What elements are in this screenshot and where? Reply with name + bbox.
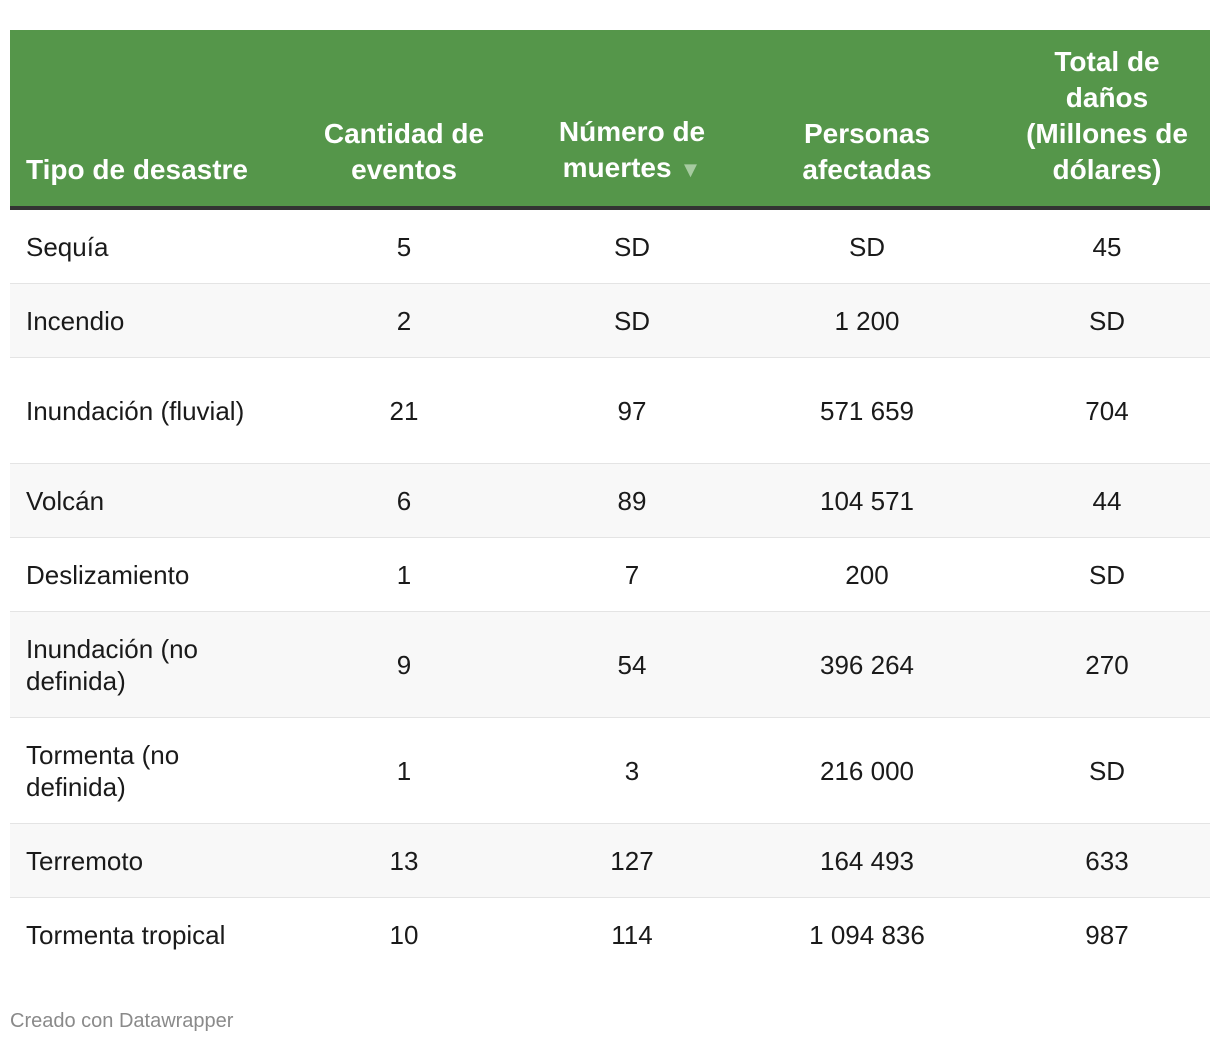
cell-muertes: 114	[611, 919, 653, 950]
cell-cantidad: 1	[274, 537, 534, 612]
cell-tipo: Tormenta tropical	[26, 919, 226, 950]
data-table-container: Tipo de desastre Cantidad de eventos Núm…	[10, 30, 1210, 971]
cell-tipo: Inundación (no definida)	[10, 611, 274, 718]
cell-danos: 987	[1085, 919, 1129, 950]
cell-muertes: SD	[534, 283, 730, 358]
cell-danos: SD	[1004, 283, 1210, 358]
table-row: Sequía 5 SD SD 45	[10, 208, 1210, 284]
table-row: Tormenta tropical 10 114 1 094 836 987	[10, 898, 1210, 972]
cell-danos: 704	[1004, 357, 1210, 464]
header-row: Tipo de desastre Cantidad de eventos Núm…	[10, 30, 1210, 210]
cell-personas: 396 264	[730, 611, 1004, 718]
column-header-personas[interactable]: Personas afectadas	[730, 30, 1004, 210]
column-header-label: Total de daños (Millones de dólares)	[1026, 46, 1188, 185]
cell-cantidad: 10	[389, 919, 419, 950]
datawrapper-credit: Creado con Datawrapper	[10, 1010, 234, 1032]
cell-danos: 45	[1004, 208, 1210, 284]
cell-tipo: Incendio	[10, 283, 274, 358]
column-header-label: Cantidad de eventos	[323, 118, 485, 185]
cell-muertes: 97	[534, 357, 730, 464]
table-row: Incendio 2 SD 1 200 SD	[10, 283, 1210, 358]
cell-cantidad: 13	[274, 823, 534, 898]
cell-tipo: Inundación (fluvial)	[10, 357, 274, 464]
cell-tipo: Terremoto	[10, 823, 274, 898]
cell-tipo: Tormenta (no definida)	[10, 717, 274, 824]
table-row: Deslizamiento 1 7 200 SD	[10, 537, 1210, 612]
cell-cantidad: 2	[274, 283, 534, 358]
cell-cantidad: 9	[274, 611, 534, 718]
cell-danos: 44	[1004, 463, 1210, 538]
cell-personas: 200	[730, 537, 1004, 612]
table-body: Sequía 5 SD SD 45 Incendio 2 SD 1 200 SD Inundació…	[10, 208, 1210, 971]
cell-danos: 633	[1004, 823, 1210, 898]
cell-tipo: Sequía	[10, 208, 274, 284]
column-header-cantidad[interactable]: Cantidad de eventos	[274, 30, 534, 210]
cell-muertes: 7	[534, 537, 730, 612]
cell-tipo: Volcán	[10, 463, 274, 538]
cell-personas: 1 094 836	[809, 919, 925, 950]
cell-danos: SD	[1004, 717, 1210, 824]
cell-tipo: Deslizamiento	[10, 537, 274, 612]
cell-muertes: 127	[534, 823, 730, 898]
cell-personas: 104 571	[730, 463, 1004, 538]
cell-personas: 1 200	[730, 283, 1004, 358]
table-row: Inundación (no definida) 9 54 396 264 270	[10, 611, 1210, 718]
cell-cantidad: 21	[274, 357, 534, 464]
cell-muertes: SD	[534, 208, 730, 284]
column-header-label: Número de muertes	[558, 116, 706, 183]
cell-cantidad: 1	[274, 717, 534, 824]
sort-descending-icon: ▼	[679, 157, 702, 182]
cell-danos: 270	[1004, 611, 1210, 718]
cell-danos: SD	[1004, 537, 1210, 612]
cell-cantidad: 5	[274, 208, 534, 284]
cell-personas: 571 659	[730, 357, 1004, 464]
disaster-table: Tipo de desastre Cantidad de eventos Núm…	[10, 30, 1210, 971]
cell-muertes: 89	[534, 463, 730, 538]
column-header-label: Tipo de desastre	[26, 154, 249, 185]
table-row: Volcán 6 89 104 571 44	[10, 463, 1210, 538]
cell-personas: 164 493	[730, 823, 1004, 898]
column-header-muertes[interactable]: Número de muertes ▼	[534, 30, 730, 210]
cell-muertes: 3	[534, 717, 730, 824]
column-header-tipo[interactable]: Tipo de desastre	[10, 30, 274, 210]
cell-cantidad: 6	[274, 463, 534, 538]
column-header-label: Personas afectadas	[802, 118, 932, 185]
cell-muertes: 54	[534, 611, 730, 718]
cell-personas: SD	[730, 208, 1004, 284]
table-header: Tipo de desastre Cantidad de eventos Núm…	[10, 30, 1210, 210]
table-row: Tormenta (no definida) 1 3 216 000 SD	[10, 717, 1210, 824]
column-header-danos[interactable]: Total de daños (Millones de dólares)	[1004, 30, 1210, 210]
cell-personas: 216 000	[730, 717, 1004, 824]
table-row: Terremoto 13 127 164 493 633	[10, 823, 1210, 898]
table-row: Inundación (fluvial) 21 97 571 659 704	[10, 357, 1210, 464]
